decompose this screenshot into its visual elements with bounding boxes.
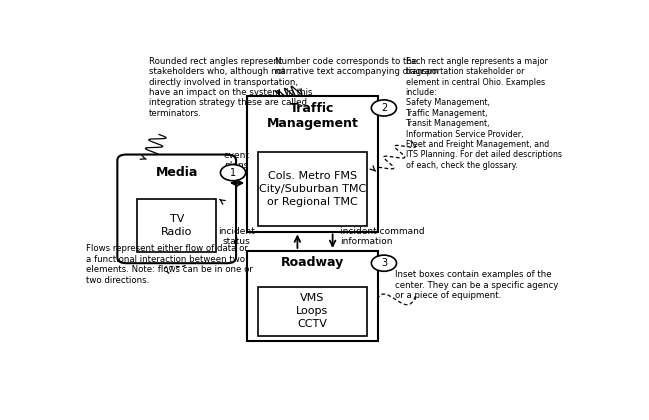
- Text: Flows represent either flow of data or
a functional interaction between two
elem: Flows represent either flow of data or a…: [86, 244, 253, 285]
- Text: incident command
information: incident command information: [340, 227, 425, 246]
- Bar: [138, 199, 216, 252]
- Text: incident
status: incident status: [218, 227, 254, 246]
- Text: 3: 3: [381, 258, 387, 268]
- Text: Cols. Metro FMS
City/Suburban TMC
or Regional TMC: Cols. Metro FMS City/Suburban TMC or Reg…: [259, 171, 366, 207]
- Text: TV
Radio: TV Radio: [161, 214, 192, 237]
- Text: Each rect angle represents a major
transportation stakeholder or
element in cent: Each rect angle represents a major trans…: [406, 57, 561, 170]
- Text: VMS
Loops
CCTV: VMS Loops CCTV: [297, 293, 328, 329]
- Text: Roadway: Roadway: [281, 256, 344, 269]
- Text: 1: 1: [230, 168, 236, 178]
- Text: Rounded rect angles represent
stakeholders who, although not
directly involved i: Rounded rect angles represent stakeholde…: [149, 57, 313, 118]
- Text: Number code corresponds to the
narrative text accompanying diagram: Number code corresponds to the narrative…: [275, 57, 438, 76]
- Text: Traffic
Management: Traffic Management: [267, 102, 358, 130]
- FancyBboxPatch shape: [117, 155, 236, 263]
- Bar: [258, 287, 367, 336]
- Circle shape: [371, 100, 397, 116]
- Bar: [247, 251, 378, 341]
- Bar: [258, 152, 367, 226]
- Text: Inset boxes contain examples of the
center. They can be a specific agency
or a p: Inset boxes contain examples of the cent…: [395, 270, 559, 300]
- Text: Media: Media: [156, 166, 198, 179]
- Bar: [247, 96, 378, 231]
- Text: event
plans: event plans: [223, 151, 249, 170]
- Circle shape: [221, 165, 245, 181]
- Text: 2: 2: [381, 103, 387, 113]
- Circle shape: [371, 255, 397, 271]
